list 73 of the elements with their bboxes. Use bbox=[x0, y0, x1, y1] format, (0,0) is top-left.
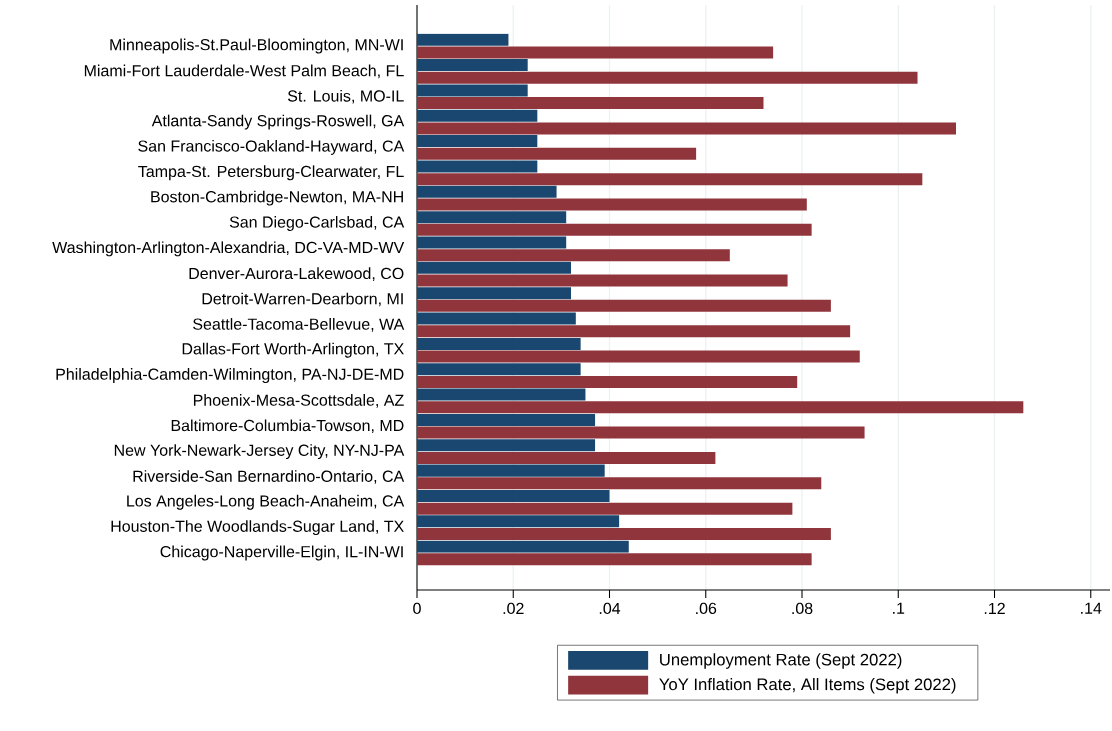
y-tick-label: Miami-Fort Lauderdale-West Palm Beach, FL bbox=[84, 64, 404, 79]
bar bbox=[417, 489, 610, 502]
bar bbox=[417, 97, 764, 110]
bar bbox=[417, 223, 812, 236]
y-tick-label: St. Louis, MO-IL bbox=[287, 89, 404, 104]
bar bbox=[417, 363, 581, 376]
x-tick-label: .12 bbox=[984, 602, 1005, 614]
bar bbox=[417, 350, 860, 363]
y-tick-label: Philadelphia-Camden-Wilmington, PA-NJ-DE-MD bbox=[56, 368, 404, 384]
y-tick-label: Tampa-St. Petersburg-Clearwater, FL bbox=[138, 165, 404, 181]
bar bbox=[417, 185, 557, 198]
bar bbox=[417, 147, 697, 160]
bar bbox=[417, 198, 807, 211]
bar bbox=[417, 261, 572, 274]
bar bbox=[417, 527, 831, 540]
bar bbox=[417, 401, 1024, 414]
x-tick-label: 0 bbox=[413, 602, 421, 615]
bar bbox=[417, 109, 538, 122]
y-tick-label: Houston-The Woodlands-Sugar Land, TX bbox=[111, 520, 404, 536]
bar bbox=[417, 160, 538, 173]
x-tick-label: .02 bbox=[503, 602, 524, 615]
bar bbox=[417, 236, 567, 249]
bar bbox=[417, 375, 798, 388]
bar bbox=[417, 553, 812, 566]
bar bbox=[417, 515, 620, 528]
bar bbox=[417, 287, 572, 300]
bar bbox=[417, 502, 793, 515]
y-tick-label: Los Angeles-Long Beach-Anaheim, CA bbox=[127, 494, 405, 510]
y-tick-label: Chicago-Naperville-Elgin, IL-IN-WI bbox=[160, 545, 403, 561]
y-tick-label: Seattle-Tacoma-Bellevue, WA bbox=[193, 318, 405, 332]
y-tick-label: Riverside-San Bernardino-Ontario, CA bbox=[133, 470, 405, 484]
bar bbox=[417, 337, 581, 350]
y-tick-label: Atlanta-Sandy Springs-Roswell, GA bbox=[151, 114, 405, 130]
bar bbox=[417, 299, 831, 312]
y-tick-label: Boston-Cambridge-Newton, MA-NH bbox=[151, 190, 403, 206]
x-tick-label: .08 bbox=[792, 602, 813, 615]
y-tick-label: Baltimore-Columbia-Towson, MD bbox=[171, 419, 404, 434]
bar bbox=[417, 274, 788, 287]
bar bbox=[417, 439, 596, 452]
bar bbox=[417, 413, 596, 426]
x-tick-label: .14 bbox=[1081, 602, 1102, 614]
x-tick-label: .1 bbox=[893, 602, 905, 614]
legend-label: YoY Inflation Rate, All Items (Sept 2022) bbox=[659, 677, 956, 694]
legend-label: Unemployment Rate (Sept 2022) bbox=[660, 653, 902, 669]
y-tick-label: San Diego-Carlsbad, CA bbox=[229, 216, 405, 231]
bar bbox=[417, 173, 923, 186]
y-tick-label: Minneapolis-St.Paul-Bloomington, MN-WI bbox=[110, 38, 403, 54]
bar bbox=[417, 33, 509, 46]
bar bbox=[417, 84, 528, 97]
bar bbox=[417, 464, 605, 477]
bar bbox=[417, 540, 629, 553]
bar bbox=[417, 135, 538, 148]
bar bbox=[417, 59, 528, 72]
y-tick-label: Detroit-Warren-Dearborn, MI bbox=[202, 292, 403, 307]
bar bbox=[417, 388, 586, 401]
y-tick-label: Denver-Aurora-Lakewood, CO bbox=[189, 267, 404, 281]
bar bbox=[417, 451, 716, 464]
y-tick-label: Dallas-Fort Worth-Arlington, TX bbox=[182, 342, 404, 358]
bar bbox=[417, 211, 567, 224]
y-tick-label: Phoenix-Mesa-Scottsdale, AZ bbox=[193, 394, 404, 408]
y-tick-label: Washington-Arlington-Alexandria, DC-VA-MD-WV bbox=[52, 241, 405, 257]
y-tick-label: New York-Newark-Jersey City, NY-NJ-PA bbox=[114, 444, 405, 460]
bar bbox=[417, 71, 918, 84]
x-tick-label: .06 bbox=[696, 602, 717, 615]
bar bbox=[417, 122, 957, 135]
bar bbox=[417, 477, 822, 490]
bar bbox=[417, 325, 851, 338]
bar bbox=[417, 426, 865, 439]
x-tick-label: .04 bbox=[599, 602, 621, 615]
bar bbox=[417, 46, 774, 59]
y-tick-label: San Francisco-Oakland-Hayward, CA bbox=[138, 140, 405, 155]
bar bbox=[417, 249, 730, 262]
bar bbox=[417, 312, 576, 325]
